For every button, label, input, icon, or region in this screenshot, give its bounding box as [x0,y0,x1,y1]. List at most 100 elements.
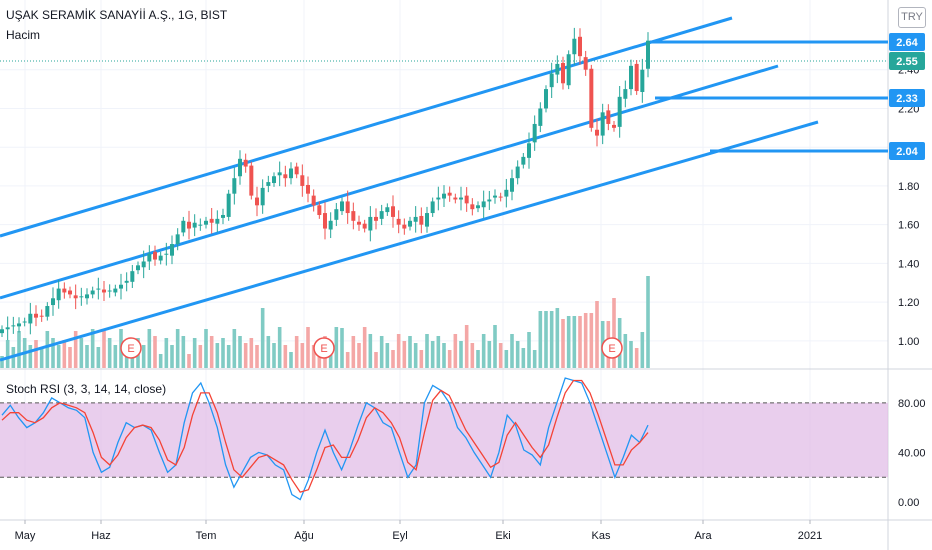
volume-bar [107,338,112,368]
volume-bar [566,316,571,368]
volume-bar [572,316,577,368]
volume-bar [623,334,628,368]
price-badge: 2.55 [889,52,925,70]
candle-body [340,201,344,212]
volume-bar [549,311,554,368]
rsi-band [0,402,888,478]
earnings-circle [313,337,335,359]
candle-body [555,63,560,75]
price-badge-label: 2.04 [896,146,918,158]
x-tick-label: Eki [495,530,510,542]
candle-body [510,178,514,192]
volume-bar [17,331,21,368]
price-badge-label: 2.55 [896,56,917,68]
candle-body [566,54,571,86]
candle-body [379,211,384,219]
candle-body [504,189,509,197]
volume-bar [498,343,503,368]
candle-body [204,220,208,225]
volume-bar [255,345,259,368]
candle-body [436,197,441,200]
price-badge-bg [889,89,925,107]
candle-body [260,187,265,206]
volume-bar [51,338,55,368]
volume-bar [34,340,38,368]
price-badge-label: 2.64 [896,37,918,49]
candle-body [28,313,33,324]
stoch-rsi-pane [0,377,888,501]
candle-body [345,201,350,214]
candle-body [266,182,271,186]
volume-bar [85,345,89,368]
candle-body [107,290,112,292]
rsi-y-tick-label: 0.00 [898,497,919,509]
volume-bar [510,334,514,368]
candle-body [119,284,123,289]
volume-bar [141,345,146,368]
candle-body [470,204,475,210]
candle-body [527,143,531,158]
volume-bar [68,347,72,368]
candle-body [215,218,220,224]
candle-body [419,215,424,225]
candle-body [226,193,231,217]
candle-body [595,129,599,136]
candle-body [85,294,89,299]
volume-bar [158,354,163,368]
candle-body [453,197,458,200]
volume-bar [527,332,531,368]
candle-body [192,222,197,228]
volume-bar [260,308,265,368]
volume-bar [164,338,169,368]
candle-body [181,220,186,233]
x-tick-label: May [15,530,36,542]
candle-body [136,265,140,271]
currency-button[interactable]: TRY [898,7,926,28]
candle-body [385,207,390,213]
volume-bar [436,336,441,368]
candles [0,27,650,341]
candle-body [430,201,435,214]
candle-body [5,327,10,330]
volume-bar [612,298,616,368]
y-tick-label: 1.80 [898,181,919,193]
candle-body [39,315,44,317]
price-badge-bg [889,52,925,70]
price-badge: 2.04 [889,142,925,160]
volume-bar [595,301,599,368]
volume-bar [487,341,492,368]
channel-line [0,16,733,238]
volume-bar [198,345,203,368]
volume-bar [413,343,418,368]
price-badge-bg [889,33,925,51]
candle-body [73,295,78,299]
volume-label: Hacim [6,28,41,42]
volume-bar [476,350,480,368]
candle-body [425,213,429,227]
candle-body [255,197,259,206]
candle-body [158,255,163,261]
candle-body [198,224,203,226]
candle-body [22,321,27,323]
volume-bar [0,356,4,368]
volume-bar [289,352,293,368]
volume-bar [96,347,101,368]
earnings-circle [601,337,623,359]
volume-bar [283,345,288,368]
y-tick-label: 1.40 [898,258,919,270]
candle-body [11,325,16,327]
candle-body [272,176,276,184]
candle-body [102,289,106,293]
candle-body [476,205,480,209]
candle-body [623,89,628,99]
candle-body [0,329,4,334]
volume-bar [646,276,650,368]
candle-body [549,73,554,88]
candle-body [600,112,605,136]
stoch-k-line [1,377,649,501]
candle-body [323,213,327,229]
volume-bar [583,313,588,368]
volume-bar [45,331,50,368]
candle-body [328,220,333,230]
